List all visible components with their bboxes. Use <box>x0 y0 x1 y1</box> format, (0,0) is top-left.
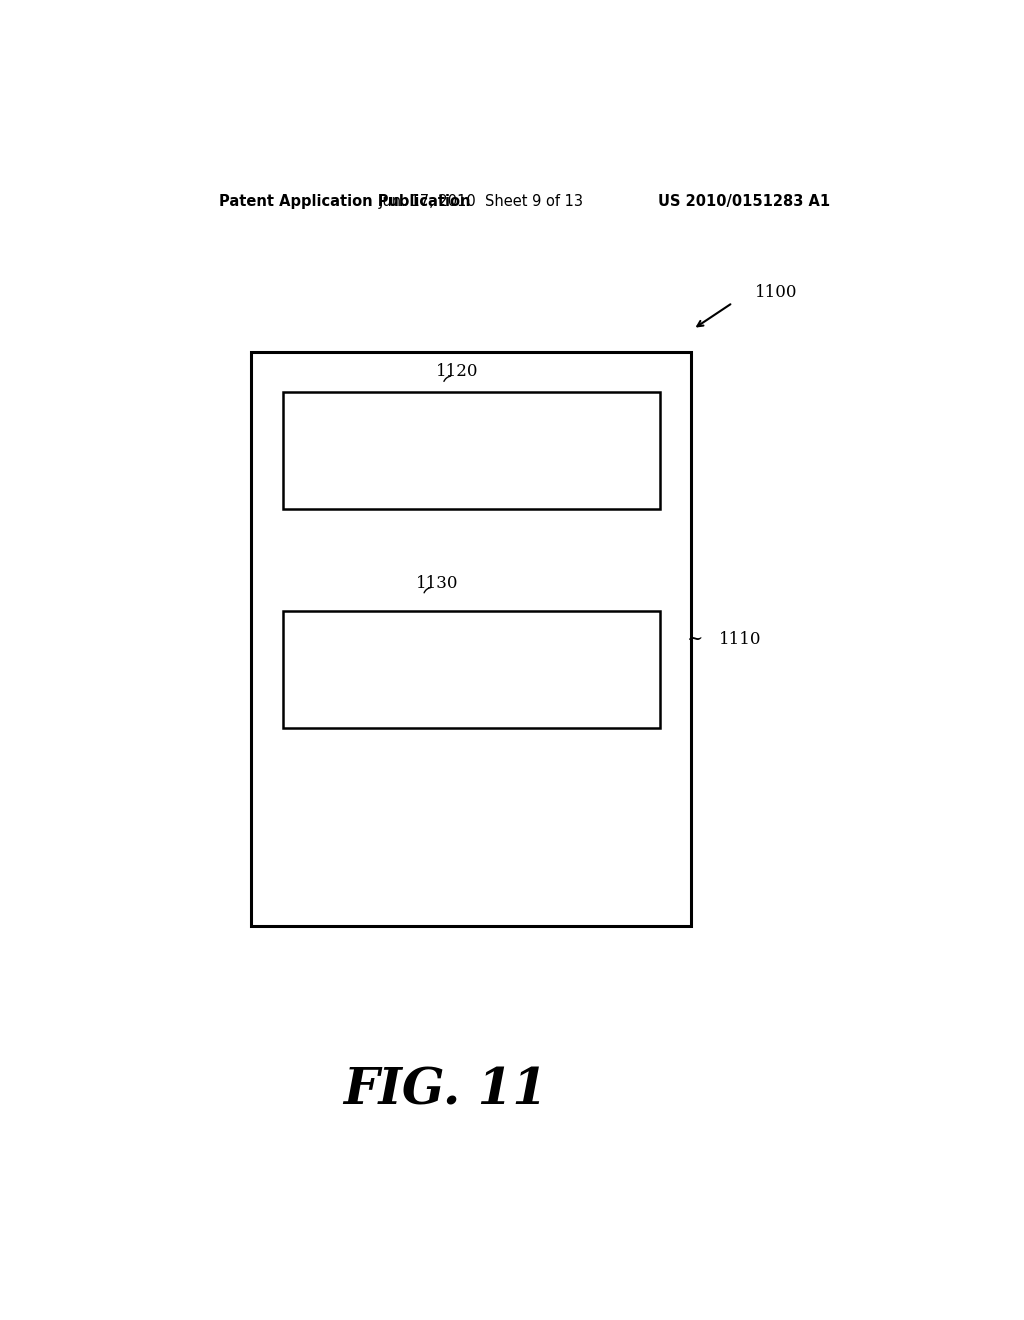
Text: 1120: 1120 <box>436 363 478 380</box>
Text: US 2010/0151283 A1: US 2010/0151283 A1 <box>658 194 830 209</box>
Text: FIG. 11: FIG. 11 <box>343 1067 548 1115</box>
Text: Jun. 17, 2010  Sheet 9 of 13: Jun. 17, 2010 Sheet 9 of 13 <box>379 194 584 209</box>
Bar <box>283 611 659 727</box>
Bar <box>251 351 691 925</box>
Text: 1130: 1130 <box>416 574 459 591</box>
Bar <box>283 392 659 510</box>
Text: Patent Application Publication: Patent Application Publication <box>219 194 471 209</box>
Text: ~: ~ <box>687 630 703 648</box>
Text: 1110: 1110 <box>719 631 762 648</box>
Text: 1100: 1100 <box>755 284 798 301</box>
